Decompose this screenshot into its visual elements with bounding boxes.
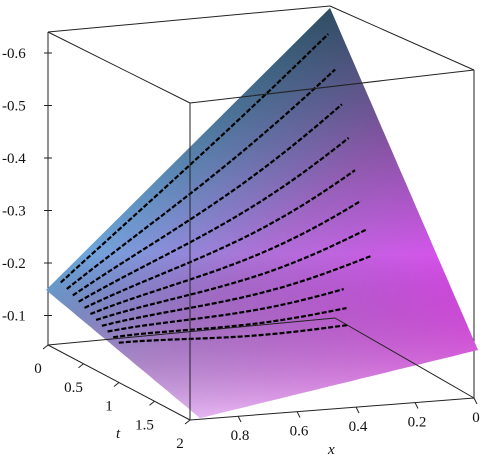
- contour-line: [78, 137, 350, 303]
- x-tick-mark: [414, 402, 419, 409]
- x-axis-label: x: [327, 442, 335, 458]
- x-tick-label: 0.2: [408, 415, 427, 431]
- t-tick-label: 0.5: [64, 380, 83, 396]
- contour-line: [90, 199, 362, 316]
- contour-line: [107, 288, 344, 333]
- contour-line: [95, 228, 367, 321]
- x-tick-label: 0: [472, 410, 480, 426]
- x-tick-label: 0.6: [290, 424, 309, 440]
- z-tick-label: -0.3: [2, 204, 26, 220]
- z-tick-label: -0.1: [2, 309, 26, 325]
- box-edge: [329, 5, 475, 71]
- contour-line: [60, 33, 329, 284]
- t-axis: 0 0.5 1 1.5 2 t: [34, 344, 191, 452]
- contour-line: [84, 169, 356, 309]
- t-axis-label: t: [116, 426, 121, 442]
- t-tick-mark: [184, 419, 191, 425]
- x-axis: 0.8 0.6 0.4 0.2 0 x: [231, 397, 480, 458]
- z-tick-label: -0.5: [2, 99, 26, 115]
- contour-line: [66, 68, 336, 290]
- z-tick-label: -0.6: [2, 46, 26, 62]
- t-tick-mark: [78, 363, 84, 369]
- t-tick-label: 0: [34, 361, 42, 377]
- contour-line: [113, 307, 347, 339]
- t-tick-mark: [113, 382, 120, 387]
- box-edge: [47, 5, 331, 33]
- t-tick-mark: [42, 344, 49, 350]
- bounding-box-front: [47, 31, 475, 421]
- contour-line: [72, 103, 343, 297]
- t-tick-label: 2: [176, 436, 184, 452]
- t-tick-label: 1.5: [135, 417, 154, 433]
- box-edge: [334, 317, 475, 399]
- box-edge: [47, 317, 336, 346]
- t-tick-mark: [149, 400, 155, 406]
- surface: [46, 8, 478, 418]
- t-tick-label: 1: [105, 399, 113, 415]
- box-edge: [47, 31, 191, 104]
- box-edge: [189, 69, 475, 104]
- surface-shading: [46, 8, 478, 418]
- x-tick-mark: [473, 397, 478, 405]
- contour-line: [101, 254, 372, 327]
- x-tick-mark: [296, 411, 301, 418]
- z-tick-label: -0.2: [2, 256, 26, 272]
- x-tick-label: 0.4: [349, 419, 368, 435]
- x-tick-mark: [237, 415, 242, 423]
- z-tick-label: -0.4: [2, 151, 26, 167]
- box-edge: [189, 397, 475, 421]
- x-tick-mark: [355, 406, 360, 414]
- x-tick-label: 0.8: [231, 428, 250, 444]
- contour-line: [118, 323, 349, 344]
- z-axis: -0.1 -0.2 -0.3 -0.4 -0.5 -0.6: [2, 46, 52, 325]
- contour-lines: [60, 33, 372, 344]
